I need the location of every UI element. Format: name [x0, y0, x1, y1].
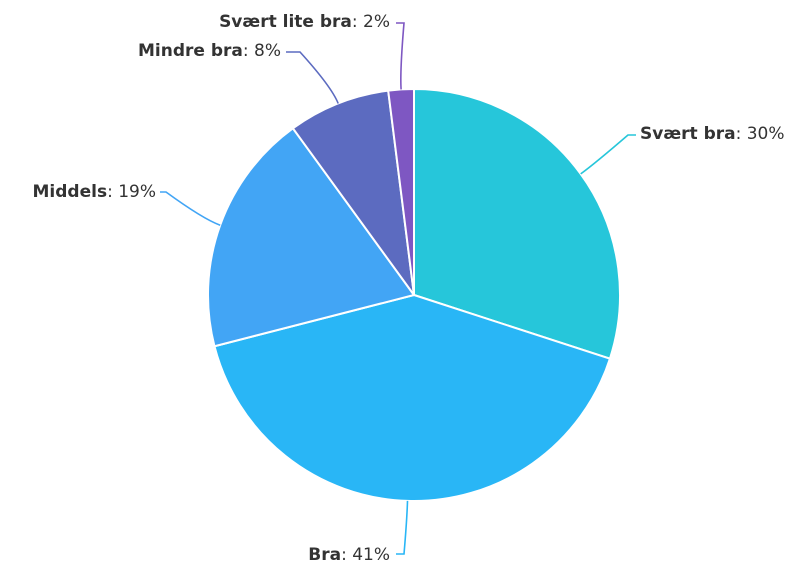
data-label-value: : 19% [107, 182, 156, 202]
data-label-value: : 8% [243, 41, 281, 61]
pie-slice-middels[interactable] [207, 126, 416, 348]
data-label-value: : 30% [736, 124, 785, 144]
data-labels: Svært bra: 30% Bra: 41% Middels: 19% Mindre… [33, 12, 785, 564]
pie-slice-svaert-lite-bra[interactable] [387, 87, 415, 296]
data-label-svaert-bra: Svært bra: 30% [640, 124, 785, 144]
data-label-value: : 2% [352, 12, 390, 32]
data-label-bra: Bra: 41% [308, 545, 390, 564]
data-label-svaert-lite-bra: Svært lite bra: 2% [219, 12, 390, 32]
data-label-name: Svært lite bra [219, 12, 352, 32]
data-label-name: Svært bra [640, 124, 736, 144]
data-label-value: : 41% [341, 545, 390, 564]
label-connectors [160, 22, 636, 555]
pie-slice-mindre-bra[interactable] [291, 89, 415, 296]
data-label-mindre-bra: Mindre bra: 8% [138, 41, 281, 61]
data-label-name: Middels [33, 182, 108, 202]
connector-bra [396, 500, 409, 555]
pie-slice-bra[interactable] [213, 293, 612, 503]
connector-middels [160, 191, 221, 226]
connector-svaert-lite-bra [396, 22, 405, 90]
connector-svaert-bra [580, 134, 636, 175]
pie-slices [207, 87, 621, 503]
data-label-name: Bra [308, 545, 341, 564]
data-label-middels: Middels: 19% [33, 182, 156, 202]
connector-mindre-bra [286, 51, 339, 104]
pie-slice-svaert-bra[interactable] [413, 87, 621, 360]
data-label-name: Mindre bra [138, 41, 243, 61]
